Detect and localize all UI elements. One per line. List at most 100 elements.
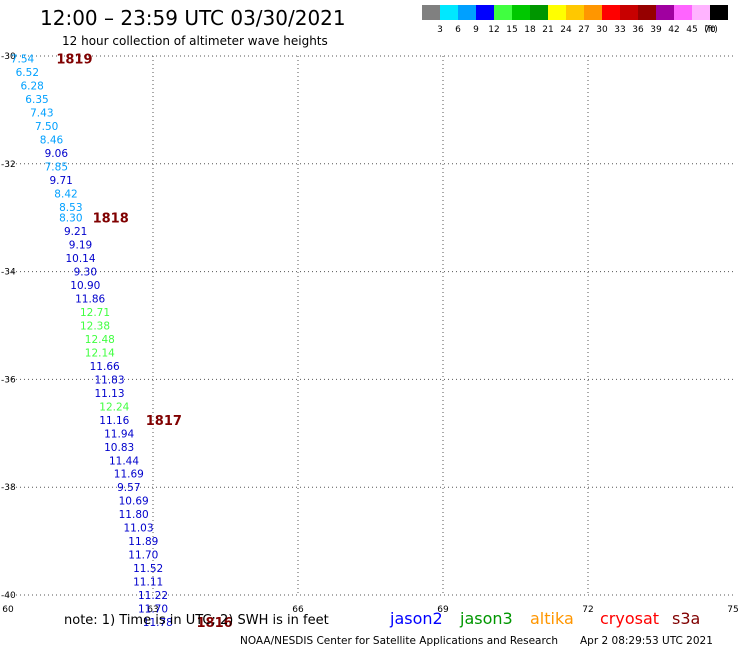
wave-height-value: 9.30: [74, 267, 97, 279]
scale-label: 15: [506, 25, 518, 35]
wave-height-value: 8.53: [59, 202, 82, 214]
scale-swatch: [422, 5, 440, 20]
x-tick-label: 60: [2, 605, 14, 615]
wave-height-value: 11.69: [114, 469, 144, 481]
scale-label: 27: [578, 25, 590, 35]
wave-height-value: 11.44: [109, 455, 139, 467]
scale-label: 45: [686, 25, 698, 35]
scale-label: 9: [473, 25, 479, 35]
scale-swatch: [710, 5, 728, 20]
scale-swatch: [440, 5, 458, 20]
x-tick-label: 69: [437, 605, 449, 615]
wave-height-value: 11.78: [143, 617, 173, 629]
wave-height-value: 7.85: [45, 161, 68, 173]
scale-label: 33: [614, 25, 626, 35]
scale-swatch: [494, 5, 512, 20]
wave-height-value: 11.86: [75, 294, 105, 306]
scale-label: 24: [560, 25, 572, 35]
scale-swatch: [692, 5, 710, 20]
wave-height-value: 10.69: [119, 496, 149, 508]
wave-height-value: 12.14: [85, 347, 115, 359]
wave-height-value: 6.35: [25, 94, 48, 106]
scale-label: 6: [455, 25, 461, 35]
scale-label: 42: [668, 25, 680, 35]
scale-swatch: [458, 5, 476, 20]
wave-height-value: 11.94: [104, 428, 134, 440]
scale-swatch: [656, 5, 674, 20]
pass-number-label: 1816: [197, 616, 233, 631]
y-tick-label: -40: [1, 591, 16, 601]
map-title: 12:00 – 23:59 UTC 03/30/2021: [40, 6, 346, 30]
scale-swatch: [584, 5, 602, 20]
scale-swatch: [620, 5, 638, 20]
wave-height-value: 11.83: [94, 374, 124, 386]
y-tick-label: -30: [1, 52, 16, 62]
wave-height-value: 8.30: [59, 213, 82, 225]
scale-swatch: [602, 5, 620, 20]
wave-height-value: 12.48: [85, 334, 115, 346]
scale-label: 30: [596, 25, 608, 35]
wave-height-value: 7.54: [11, 54, 35, 66]
x-tick-label: 63: [147, 605, 158, 615]
pass-number-label: 1819: [56, 53, 92, 68]
scale-swatch: [530, 5, 548, 20]
scale-swatch: [566, 5, 584, 20]
wave-height-value: 8.42: [54, 188, 77, 200]
x-tick-label: 75: [727, 605, 738, 615]
wave-height-value: 11.70: [128, 550, 158, 562]
y-tick-label: -32: [1, 160, 16, 170]
scale-unit: (ft): [704, 25, 718, 35]
wave-height-value: 11.70: [138, 603, 168, 615]
wave-height-value: 12.24: [99, 401, 129, 413]
satellite-label: altika: [530, 609, 574, 628]
map-subtitle: 12 hour collection of altimeter wave hei…: [62, 34, 328, 48]
timestamp-text: Apr 2 08:29:53 UTC 2021: [580, 635, 713, 647]
wave-height-value: 8.46: [40, 135, 64, 147]
scale-label: 36: [632, 25, 644, 35]
y-tick-label: -36: [1, 375, 16, 385]
scale-label: 70: [704, 25, 716, 35]
wave-height-value: 7.50: [35, 121, 58, 133]
scale-swatch: [674, 5, 692, 20]
scale-label: 39: [650, 25, 662, 35]
wave-height-value: 9.71: [49, 175, 72, 187]
wave-height-value: 10.90: [70, 280, 100, 292]
scale-swatch: [548, 5, 566, 20]
wave-height-value: 9.06: [45, 148, 69, 160]
satellite-label: jason2: [390, 609, 443, 628]
wave-height-value: 11.80: [119, 509, 149, 521]
satellite-label: s3a: [672, 609, 701, 628]
wave-height-value: 11.52: [133, 563, 163, 575]
wave-height-value: 11.16: [99, 415, 129, 427]
footer-credit: NOAA/NESDIS Center for Satellite Applica…: [240, 635, 713, 647]
x-tick-label: 66: [292, 605, 304, 615]
wave-height-value: 10.83: [104, 442, 134, 454]
wave-height-value: 11.22: [138, 590, 168, 602]
wave-height-value: 11.13: [94, 388, 124, 400]
credit-text: NOAA/NESDIS Center for Satellite Applica…: [240, 635, 558, 647]
pass-number-label: 1817: [146, 414, 182, 429]
wave-height-value: 9.21: [64, 226, 87, 238]
wave-height-value: 9.19: [69, 240, 92, 252]
wave-height-value: 11.03: [123, 523, 153, 535]
wave-height-value: 11.89: [128, 536, 158, 548]
wave-height-value: 6.52: [16, 67, 39, 79]
wave-height-value: 11.11: [133, 577, 163, 589]
y-tick-label: -38: [1, 483, 16, 493]
x-tick-label: 72: [582, 605, 593, 615]
scale-swatch: [476, 5, 494, 20]
scale-swatch: [638, 5, 656, 20]
wave-height-value: 7.43: [30, 108, 53, 120]
y-tick-label: -34: [1, 268, 16, 278]
scale-label: 18: [524, 25, 536, 35]
wave-height-value: 12.38: [80, 321, 110, 333]
scale-label: 12: [488, 25, 500, 35]
scale-label: 3: [437, 25, 443, 35]
scale-label: 21: [542, 25, 554, 35]
wave-height-value: 10.14: [65, 253, 95, 265]
satellite-label: jason3: [460, 609, 513, 628]
wave-height-value: 9.57: [117, 482, 140, 494]
satellite-label: cryosat: [600, 609, 660, 628]
